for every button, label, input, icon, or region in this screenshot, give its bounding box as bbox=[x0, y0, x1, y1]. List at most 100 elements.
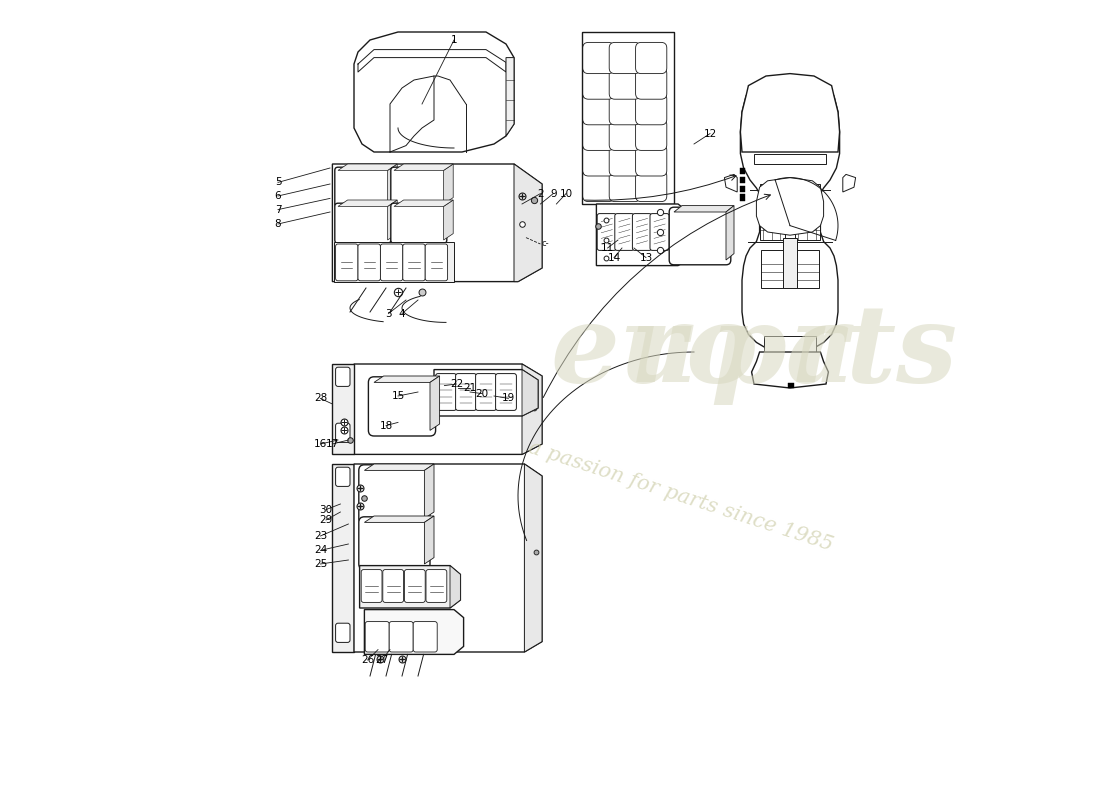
Polygon shape bbox=[374, 376, 440, 382]
Text: pa: pa bbox=[710, 299, 856, 405]
Text: 18: 18 bbox=[379, 421, 393, 430]
Polygon shape bbox=[443, 200, 453, 240]
FancyBboxPatch shape bbox=[403, 244, 426, 281]
FancyBboxPatch shape bbox=[381, 244, 403, 281]
Polygon shape bbox=[430, 376, 440, 430]
Bar bbox=[789, 383, 794, 388]
Text: 28: 28 bbox=[314, 394, 327, 403]
Text: 20: 20 bbox=[475, 389, 488, 398]
Bar bbox=[764, 336, 815, 352]
Polygon shape bbox=[506, 58, 514, 136]
FancyBboxPatch shape bbox=[358, 244, 381, 281]
FancyBboxPatch shape bbox=[583, 94, 614, 125]
Text: 23: 23 bbox=[314, 531, 327, 541]
Text: 12: 12 bbox=[703, 129, 716, 138]
FancyBboxPatch shape bbox=[583, 170, 614, 202]
Text: 6: 6 bbox=[275, 191, 282, 201]
Bar bbox=[795, 196, 821, 240]
Text: 7: 7 bbox=[275, 205, 282, 214]
Bar bbox=[760, 184, 821, 194]
FancyBboxPatch shape bbox=[336, 367, 350, 386]
Polygon shape bbox=[740, 78, 839, 354]
Text: a passion for parts since 1985: a passion for parts since 1985 bbox=[526, 438, 835, 554]
FancyBboxPatch shape bbox=[455, 374, 476, 410]
FancyBboxPatch shape bbox=[426, 570, 447, 602]
FancyBboxPatch shape bbox=[334, 203, 390, 243]
FancyBboxPatch shape bbox=[336, 244, 358, 281]
Text: 10: 10 bbox=[560, 189, 573, 198]
Polygon shape bbox=[394, 164, 453, 170]
Polygon shape bbox=[387, 164, 397, 204]
Text: 25: 25 bbox=[314, 559, 327, 569]
FancyBboxPatch shape bbox=[583, 42, 614, 74]
Text: 14: 14 bbox=[607, 253, 620, 262]
Text: 9: 9 bbox=[550, 189, 557, 198]
FancyBboxPatch shape bbox=[636, 119, 667, 150]
Text: 1: 1 bbox=[451, 35, 458, 45]
FancyBboxPatch shape bbox=[414, 622, 437, 652]
Bar bbox=[795, 250, 818, 288]
Polygon shape bbox=[434, 370, 538, 416]
FancyBboxPatch shape bbox=[336, 467, 350, 486]
Text: 16: 16 bbox=[314, 439, 327, 449]
FancyBboxPatch shape bbox=[597, 214, 616, 250]
Text: 5: 5 bbox=[275, 178, 282, 187]
FancyBboxPatch shape bbox=[359, 517, 430, 570]
FancyBboxPatch shape bbox=[368, 377, 436, 436]
FancyBboxPatch shape bbox=[583, 68, 614, 99]
Text: rts: rts bbox=[790, 299, 958, 405]
Polygon shape bbox=[364, 516, 434, 522]
FancyBboxPatch shape bbox=[361, 570, 382, 602]
Text: 24: 24 bbox=[314, 546, 327, 555]
Polygon shape bbox=[443, 164, 453, 204]
FancyBboxPatch shape bbox=[365, 622, 389, 652]
FancyBboxPatch shape bbox=[669, 207, 730, 265]
Text: 27: 27 bbox=[375, 655, 388, 665]
Polygon shape bbox=[364, 464, 434, 470]
Polygon shape bbox=[394, 200, 453, 206]
FancyBboxPatch shape bbox=[636, 68, 667, 99]
Polygon shape bbox=[332, 464, 354, 652]
Text: 19: 19 bbox=[502, 394, 515, 403]
Bar bbox=[783, 238, 798, 288]
FancyBboxPatch shape bbox=[390, 167, 447, 207]
FancyBboxPatch shape bbox=[426, 244, 448, 281]
FancyBboxPatch shape bbox=[496, 374, 516, 410]
Text: 3: 3 bbox=[385, 309, 392, 318]
Text: 13: 13 bbox=[639, 253, 652, 262]
Polygon shape bbox=[354, 32, 514, 152]
Polygon shape bbox=[522, 370, 538, 416]
Polygon shape bbox=[450, 566, 461, 608]
Text: ro: ro bbox=[630, 299, 759, 405]
Polygon shape bbox=[354, 464, 542, 652]
FancyBboxPatch shape bbox=[636, 145, 667, 176]
Bar bbox=[774, 189, 780, 194]
FancyBboxPatch shape bbox=[383, 570, 404, 602]
FancyBboxPatch shape bbox=[583, 145, 614, 176]
FancyBboxPatch shape bbox=[609, 42, 640, 74]
FancyBboxPatch shape bbox=[583, 119, 614, 150]
Polygon shape bbox=[425, 464, 435, 518]
Polygon shape bbox=[596, 204, 694, 266]
FancyBboxPatch shape bbox=[436, 374, 456, 410]
Polygon shape bbox=[338, 164, 397, 170]
Polygon shape bbox=[751, 352, 828, 388]
Bar bbox=[739, 177, 745, 183]
Text: 22: 22 bbox=[450, 379, 463, 389]
FancyBboxPatch shape bbox=[609, 170, 640, 202]
FancyBboxPatch shape bbox=[405, 570, 426, 602]
Polygon shape bbox=[740, 74, 839, 152]
FancyBboxPatch shape bbox=[359, 465, 430, 524]
FancyBboxPatch shape bbox=[475, 374, 496, 410]
FancyBboxPatch shape bbox=[609, 119, 640, 150]
Text: 21: 21 bbox=[463, 383, 476, 393]
Polygon shape bbox=[754, 154, 826, 164]
FancyBboxPatch shape bbox=[636, 170, 667, 202]
Bar bbox=[739, 186, 745, 192]
Text: eu: eu bbox=[550, 299, 697, 405]
Bar bbox=[739, 194, 745, 201]
Polygon shape bbox=[332, 364, 354, 454]
Bar bbox=[582, 32, 674, 204]
FancyBboxPatch shape bbox=[636, 42, 667, 74]
FancyBboxPatch shape bbox=[336, 623, 350, 642]
